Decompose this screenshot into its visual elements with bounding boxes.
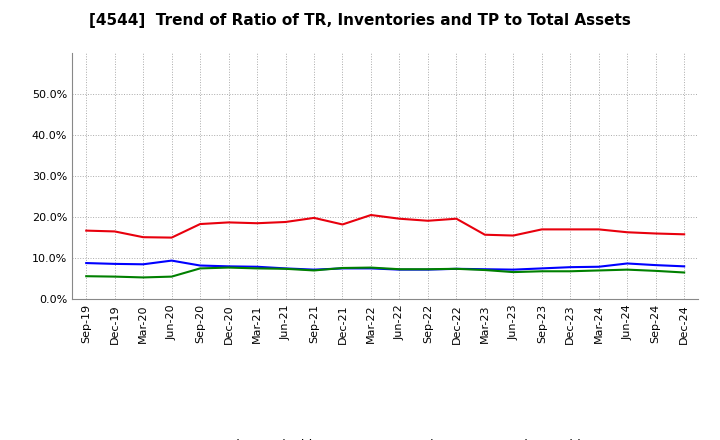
- Trade Payables: [423, 267, 432, 272]
- Trade Receivables: [253, 220, 261, 226]
- Inventories: [623, 261, 631, 266]
- Trade Receivables: [366, 213, 375, 218]
- Inventories: [652, 263, 660, 268]
- Trade Payables: [452, 266, 461, 271]
- Inventories: [110, 261, 119, 267]
- Trade Receivables: [225, 220, 233, 225]
- Trade Receivables: [566, 227, 575, 232]
- Trade Payables: [282, 266, 290, 271]
- Trade Receivables: [423, 218, 432, 224]
- Trade Receivables: [652, 231, 660, 236]
- Trade Payables: [225, 265, 233, 270]
- Inventories: [366, 266, 375, 271]
- Trade Receivables: [139, 235, 148, 240]
- Legend: Trade Receivables, Inventories, Trade Payables: Trade Receivables, Inventories, Trade Pa…: [170, 433, 600, 440]
- Trade Payables: [253, 266, 261, 271]
- Line: Inventories: Inventories: [86, 260, 684, 270]
- Inventories: [225, 264, 233, 269]
- Trade Receivables: [196, 221, 204, 227]
- Inventories: [452, 266, 461, 271]
- Inventories: [480, 267, 489, 272]
- Inventories: [338, 266, 347, 271]
- Inventories: [310, 267, 318, 272]
- Trade Receivables: [82, 228, 91, 233]
- Trade Receivables: [282, 220, 290, 225]
- Trade Receivables: [452, 216, 461, 221]
- Trade Receivables: [395, 216, 404, 221]
- Inventories: [680, 264, 688, 269]
- Trade Payables: [480, 268, 489, 273]
- Trade Receivables: [110, 229, 119, 234]
- Inventories: [139, 262, 148, 267]
- Trade Payables: [82, 274, 91, 279]
- Trade Payables: [196, 266, 204, 271]
- Inventories: [566, 264, 575, 270]
- Trade Payables: [338, 265, 347, 271]
- Line: Trade Receivables: Trade Receivables: [86, 215, 684, 238]
- Inventories: [537, 266, 546, 271]
- Trade Receivables: [537, 227, 546, 232]
- Trade Payables: [139, 275, 148, 280]
- Trade Payables: [566, 269, 575, 274]
- Trade Payables: [652, 268, 660, 274]
- Inventories: [282, 266, 290, 271]
- Trade Payables: [509, 269, 518, 275]
- Trade Receivables: [623, 230, 631, 235]
- Trade Payables: [537, 269, 546, 274]
- Inventories: [509, 267, 518, 272]
- Inventories: [253, 264, 261, 269]
- Trade Payables: [595, 268, 603, 273]
- Trade Payables: [310, 268, 318, 273]
- Trade Receivables: [595, 227, 603, 232]
- Trade Receivables: [167, 235, 176, 240]
- Inventories: [196, 263, 204, 268]
- Inventories: [167, 258, 176, 263]
- Line: Trade Payables: Trade Payables: [86, 268, 684, 278]
- Inventories: [595, 264, 603, 269]
- Trade Payables: [395, 267, 404, 272]
- Trade Receivables: [338, 222, 347, 227]
- Trade Receivables: [480, 232, 489, 237]
- Trade Payables: [366, 265, 375, 270]
- Trade Receivables: [310, 215, 318, 220]
- Trade Payables: [167, 274, 176, 279]
- Trade Payables: [110, 274, 119, 279]
- Text: [4544]  Trend of Ratio of TR, Inventories and TP to Total Assets: [4544] Trend of Ratio of TR, Inventories…: [89, 13, 631, 28]
- Trade Payables: [623, 267, 631, 272]
- Inventories: [82, 260, 91, 266]
- Inventories: [395, 267, 404, 272]
- Trade Payables: [680, 270, 688, 275]
- Trade Receivables: [680, 232, 688, 237]
- Inventories: [423, 267, 432, 272]
- Trade Receivables: [509, 233, 518, 238]
